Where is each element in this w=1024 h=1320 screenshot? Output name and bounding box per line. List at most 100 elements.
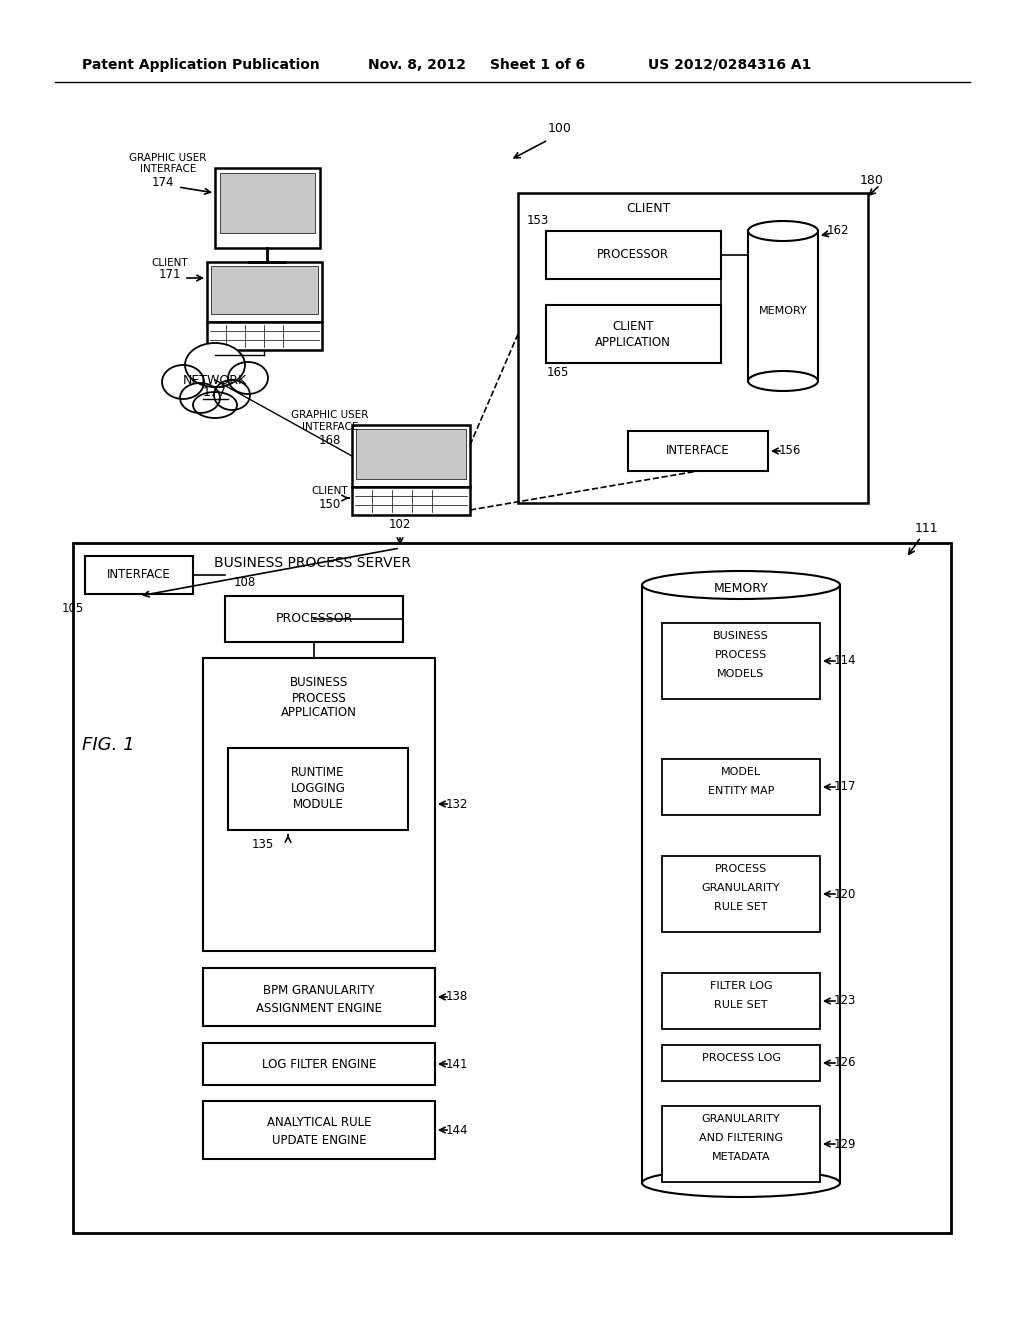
Bar (662, 973, 820, 1030)
Text: RUNTIME: RUNTIME (291, 766, 345, 779)
Bar (662, 759, 820, 814)
Text: 129: 129 (834, 1138, 856, 1151)
Bar (220, 173, 315, 234)
Bar (225, 597, 403, 642)
Bar (642, 585, 840, 1183)
Bar (207, 322, 322, 350)
Text: 117: 117 (834, 780, 856, 793)
Text: PROCESS: PROCESS (715, 865, 767, 874)
Text: PROCESS LOG: PROCESS LOG (701, 1053, 780, 1063)
Bar (203, 968, 435, 1026)
Bar (228, 748, 408, 830)
Bar (662, 623, 820, 700)
Text: INTERFACE: INTERFACE (108, 569, 171, 582)
Text: RULE SET: RULE SET (715, 902, 768, 912)
Text: UPDATE ENGINE: UPDATE ENGINE (271, 1134, 367, 1147)
Ellipse shape (185, 343, 245, 387)
Text: INTERFACE: INTERFACE (140, 164, 197, 174)
Text: 180: 180 (860, 174, 884, 187)
Text: MEMORY: MEMORY (759, 306, 807, 315)
Text: 138: 138 (445, 990, 468, 1003)
Bar (352, 425, 470, 487)
Text: INTERFACE: INTERFACE (667, 445, 730, 458)
Ellipse shape (748, 371, 818, 391)
Bar (207, 261, 322, 322)
Text: 141: 141 (445, 1057, 468, 1071)
Text: MEMORY: MEMORY (714, 582, 768, 595)
Text: MODELS: MODELS (718, 669, 765, 678)
Text: CLIENT: CLIENT (626, 202, 670, 215)
Text: 102: 102 (389, 519, 412, 532)
Text: APPLICATION: APPLICATION (595, 335, 671, 348)
Bar (518, 193, 868, 503)
Bar (546, 231, 721, 279)
Ellipse shape (748, 220, 818, 242)
Text: 150: 150 (318, 499, 341, 511)
Text: FILTER LOG: FILTER LOG (710, 981, 772, 991)
Text: 135: 135 (252, 837, 274, 850)
Text: 111: 111 (914, 523, 938, 536)
Text: 171: 171 (159, 268, 181, 281)
Text: 177: 177 (203, 387, 227, 400)
Text: 126: 126 (834, 1056, 856, 1069)
Bar (215, 168, 319, 248)
Text: Patent Application Publication: Patent Application Publication (82, 58, 319, 73)
Text: US 2012/0284316 A1: US 2012/0284316 A1 (648, 58, 811, 73)
Text: 105: 105 (61, 602, 84, 615)
Text: NETWORK: NETWORK (183, 374, 247, 387)
Text: GRANULARITY: GRANULARITY (701, 1114, 780, 1125)
Bar (748, 231, 818, 381)
Bar (546, 305, 721, 363)
Ellipse shape (214, 380, 250, 411)
Text: MODULE: MODULE (293, 797, 343, 810)
Text: GRAPHIC USER: GRAPHIC USER (291, 411, 369, 420)
Text: PROCESSOR: PROCESSOR (597, 248, 669, 261)
Text: APPLICATION: APPLICATION (281, 706, 357, 719)
Text: 153: 153 (527, 214, 549, 227)
Text: 108: 108 (233, 576, 256, 589)
Ellipse shape (180, 383, 220, 413)
Text: AND FILTERING: AND FILTERING (699, 1133, 783, 1143)
Text: CLIENT: CLIENT (612, 321, 653, 334)
Bar (203, 657, 435, 950)
Text: 100: 100 (548, 121, 571, 135)
Bar (352, 487, 470, 515)
Text: BUSINESS PROCESS SERVER: BUSINESS PROCESS SERVER (214, 556, 412, 570)
Text: ENTITY MAP: ENTITY MAP (708, 785, 774, 796)
Text: PROCESSOR: PROCESSOR (275, 612, 352, 626)
Bar (85, 556, 193, 594)
Text: Sheet 1 of 6: Sheet 1 of 6 (490, 58, 585, 73)
Text: MODEL: MODEL (721, 767, 761, 777)
Ellipse shape (228, 362, 268, 393)
Ellipse shape (193, 392, 237, 418)
Text: PROCESS: PROCESS (715, 649, 767, 660)
Text: BUSINESS: BUSINESS (713, 631, 769, 642)
Ellipse shape (642, 1170, 840, 1197)
Text: CLIENT: CLIENT (311, 486, 348, 496)
Text: BUSINESS: BUSINESS (290, 676, 348, 689)
Bar (203, 1101, 435, 1159)
Text: 165: 165 (547, 367, 569, 380)
Text: FIG. 1: FIG. 1 (82, 737, 134, 754)
Text: 174: 174 (152, 176, 174, 189)
Text: 123: 123 (834, 994, 856, 1007)
Ellipse shape (162, 366, 204, 399)
Text: PROCESS: PROCESS (292, 692, 346, 705)
Text: ANALYTICAL RULE: ANALYTICAL RULE (266, 1117, 372, 1130)
Bar (662, 855, 820, 932)
Ellipse shape (642, 572, 840, 599)
Bar (203, 1043, 435, 1085)
Text: CLIENT: CLIENT (152, 257, 188, 268)
Bar (356, 429, 466, 479)
Text: LOG FILTER ENGINE: LOG FILTER ENGINE (262, 1057, 376, 1071)
Text: 144: 144 (445, 1123, 468, 1137)
Text: METADATA: METADATA (712, 1152, 770, 1162)
Bar (628, 432, 768, 471)
Text: GRANULARITY: GRANULARITY (701, 883, 780, 894)
Text: BPM GRANULARITY: BPM GRANULARITY (263, 983, 375, 997)
Text: 156: 156 (779, 445, 801, 458)
Text: GRAPHIC USER: GRAPHIC USER (129, 153, 207, 162)
Bar (211, 267, 318, 314)
Text: 132: 132 (445, 797, 468, 810)
Text: 114: 114 (834, 655, 856, 668)
